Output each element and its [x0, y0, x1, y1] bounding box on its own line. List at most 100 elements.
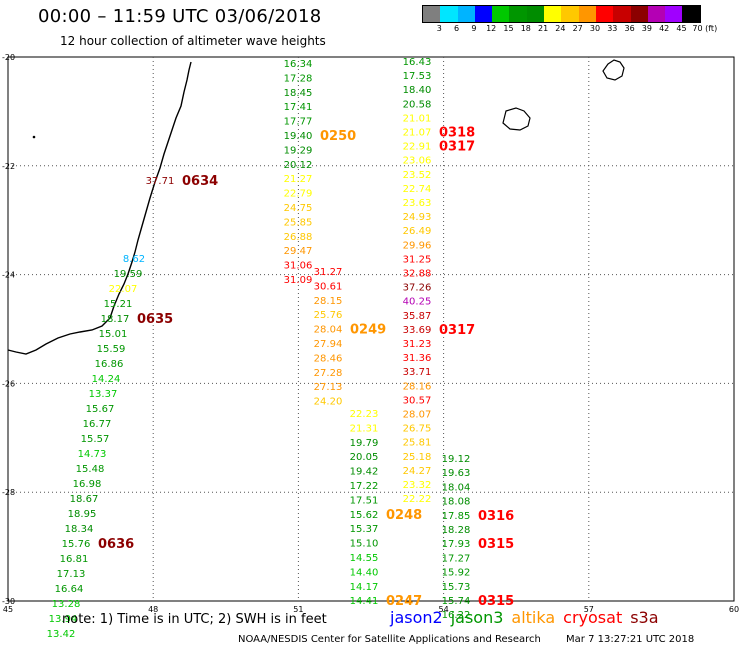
colorbar-labels: 3 6 9 12 15 18 21 24 27 30 33 36 39 42 45 70 (ft) [422, 24, 728, 36]
swh-value: 20.12 [284, 160, 313, 171]
colorbar-swatch [561, 6, 579, 22]
colorbar-swatch [578, 6, 596, 22]
swh-value: 25.81 [403, 438, 432, 449]
swh-value: 18.28 [442, 525, 471, 536]
colorbar-swatch [544, 6, 562, 22]
colorbar-label: 9 [471, 24, 477, 33]
swh-value: 16.43 [403, 57, 432, 68]
swh-value: 15.62 [350, 510, 379, 521]
colorbar-label: 18 [520, 24, 531, 33]
swh-value: 23.06 [403, 156, 432, 167]
swh-value: 27.13 [314, 382, 343, 393]
pass-time-label: 0250 [320, 129, 356, 144]
swh-value: 17.53 [403, 71, 432, 82]
swh-value: 18.04 [442, 482, 471, 493]
pass-time-label: 0636 [98, 537, 134, 552]
colorbar-label: 21 [538, 24, 549, 33]
swh-value: 14.24 [92, 374, 121, 385]
colorbar-swatch [647, 6, 666, 22]
colorbar-swatch [492, 6, 510, 22]
swh-value: 31.36 [403, 353, 432, 364]
colorbar-label: 12 [486, 24, 497, 33]
swh-value: 26.49 [403, 226, 432, 237]
swh-value: 15.37 [350, 524, 379, 535]
footnote: note: 1) Time is in UTC; 2) SWH is in fe… [62, 612, 327, 627]
legend-cryosat: cryosat [563, 608, 623, 627]
pass-time-label: 0634 [182, 174, 218, 189]
swh-value: 27.94 [314, 339, 343, 350]
swh-value: 16.22 [442, 610, 471, 621]
colorbar-label: 33 [607, 24, 618, 33]
swh-value: 19.79 [350, 438, 379, 449]
swh-value: 33.71 [403, 367, 432, 378]
colorbar-swatch [665, 6, 683, 22]
wave-height-colorbar [422, 5, 701, 23]
swh-value: 40.25 [403, 297, 432, 308]
swh-value: 14.55 [350, 553, 379, 564]
swh-value: 30.57 [403, 395, 432, 406]
altimeter-tracks: 16.34 17.28 18.45 17.41 17.77 19.40 19.29 20.12… [47, 57, 515, 640]
pass-time-label: 0317 [439, 140, 475, 155]
pass-time-label: 0248 [386, 508, 422, 523]
chart-subtitle: 12 hour collection of altimeter wave hei… [60, 34, 326, 48]
lat-tick-label: -28 [2, 488, 15, 497]
swh-value: 15.92 [442, 568, 471, 579]
swh-value: 13.94 [49, 614, 78, 625]
chart-title: 00:00 – 11:59 UTC 03/06/2018 [38, 6, 322, 27]
legend-altika: altika [511, 608, 556, 627]
swh-value: 33.69 [403, 325, 432, 336]
legend-s3a: s3a [630, 608, 659, 627]
swh-value: 15.01 [99, 329, 128, 340]
swh-value: 17.28 [284, 73, 313, 84]
swh-value: 17.77 [284, 117, 313, 128]
lon-tick-label: 51 [293, 605, 303, 614]
colorbar-swatch [440, 6, 458, 22]
swh-value: 37.71 [146, 176, 175, 187]
swh-value: 31.06 [284, 261, 313, 272]
colorbar-label: 24 [555, 24, 566, 33]
lat-tick-label: -22 [2, 162, 15, 171]
swh-value: 15.74 [442, 596, 471, 607]
swh-value: 25.85 [284, 217, 313, 228]
swh-value: 17.13 [57, 569, 86, 580]
colorbar-swatch [613, 6, 631, 22]
colorbar-label: 45 [676, 24, 687, 33]
colorbar-label: 36 [624, 24, 635, 33]
swh-value: 23.32 [403, 480, 432, 491]
swh-value: 18.95 [68, 509, 97, 520]
swh-value: 24.93 [403, 212, 432, 223]
swh-value: 29.96 [403, 240, 432, 251]
island-reunion [602, 59, 625, 81]
swh-value: 29.47 [284, 246, 313, 257]
swh-value: 17.41 [284, 102, 313, 113]
lon-tick-label: 45 [3, 605, 13, 614]
colorbar-label: 30 [589, 24, 601, 33]
swh-value: 31.25 [403, 254, 432, 265]
colorbar-swatch [526, 6, 545, 22]
swh-value: 23.63 [403, 198, 432, 209]
swh-value: 22.74 [403, 184, 432, 195]
footer: NOAA/NESDIS Center for Satellite Applica… [238, 634, 716, 645]
colorbar-label: 39 [641, 24, 652, 33]
colorbar-label: 6 [454, 24, 460, 33]
axis-labels: 45 48 51 54 57 60 -20 -22 -24 -26 -28 -30 [2, 53, 739, 614]
swh-value: 24.20 [314, 397, 343, 408]
generated-timestamp: Mar 7 13:27:21 UTC 2018 [566, 634, 695, 645]
swh-value: 30.61 [314, 281, 343, 292]
colorbar-label: 42 [659, 24, 670, 33]
swh-value: 32.88 [403, 269, 432, 280]
swh-value: 14.73 [78, 449, 107, 460]
map-frame [7, 56, 735, 602]
lat-tick-label: -26 [2, 379, 15, 388]
swh-value: 14.40 [350, 567, 379, 578]
swh-value: 21.27 [284, 174, 313, 185]
colorbar-swatch [682, 6, 700, 22]
swh-value: 27.28 [314, 368, 343, 379]
swh-value: 17.51 [350, 495, 379, 506]
swh-value: 16.34 [284, 59, 313, 70]
swh-value: 21.31 [350, 423, 379, 434]
swh-value: 13.28 [52, 599, 81, 610]
swh-value: 20.58 [403, 99, 432, 110]
swh-value: 16.86 [95, 359, 124, 370]
